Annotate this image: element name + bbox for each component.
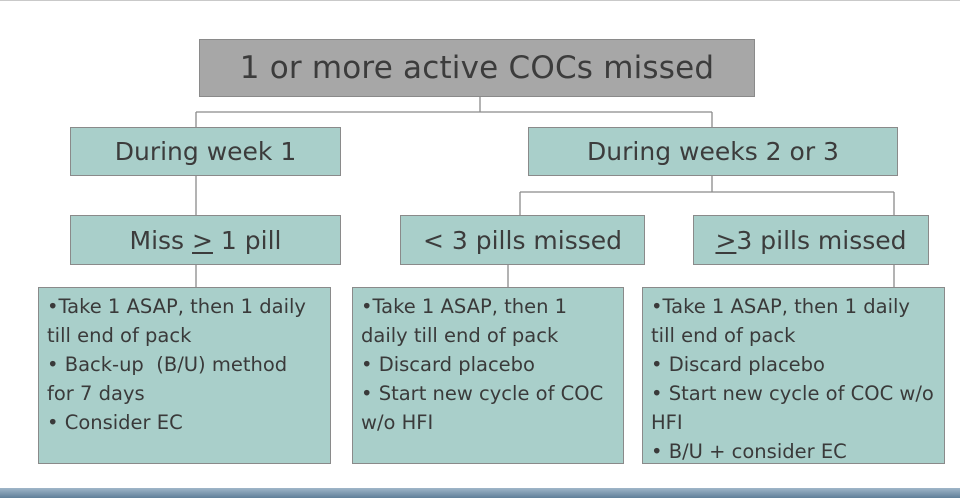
miss-prefix: Miss	[129, 225, 193, 255]
weeks23-label: During weeks 2 or 3	[587, 137, 839, 166]
root-label: 1 or more active COCs missed	[239, 50, 715, 86]
more3-node: >3 pills missed	[693, 215, 929, 265]
miss-node: Miss > 1 pill	[70, 215, 341, 265]
detail-line: • Consider EC	[47, 411, 183, 434]
detail-line: HFI	[651, 411, 683, 434]
miss-suffix: 1 pill	[212, 225, 282, 255]
detail-line: • Start new cycle of COC	[361, 382, 604, 405]
detail-line: • Start new cycle of COC w/o	[651, 382, 934, 405]
weeks23-node: During weeks 2 or 3	[528, 127, 898, 176]
detail-line: •Take 1 ASAP, then 1 daily	[651, 295, 910, 318]
less3-label: < 3 pills missed	[422, 225, 623, 255]
slide-bottom-bar	[0, 488, 960, 498]
week1-detail-box: •Take 1 ASAP, then 1 daily till end of p…	[38, 287, 331, 464]
more3-symbol: >	[715, 225, 737, 255]
week1-node: During week 1	[70, 127, 341, 176]
detail-line: daily till end of pack	[361, 324, 559, 347]
more3-detail-box: •Take 1 ASAP, then 1 daily till end of p…	[642, 287, 945, 464]
more3-suffix: 3 pills missed	[736, 225, 907, 255]
detail-line: w/o HFI	[361, 411, 434, 434]
less3-detail-box: •Take 1 ASAP, then 1 daily till end of p…	[352, 287, 624, 464]
more3-label: >3 pills missed	[715, 226, 906, 255]
less3-node: < 3 pills missed	[400, 215, 645, 265]
miss-symbol: >	[192, 225, 213, 255]
miss-label: Miss > 1 pill	[130, 226, 282, 255]
detail-line: •Take 1 ASAP, then 1	[361, 295, 568, 318]
root-node: 1 or more active COCs missed	[199, 39, 755, 97]
detail-line: • Back-up (B/U) method	[47, 353, 288, 376]
detail-line: •Take 1 ASAP, then 1 daily	[47, 295, 306, 318]
week1-label: During week 1	[114, 137, 297, 166]
detail-line: for 7 days	[47, 382, 145, 405]
detail-line: till end of pack	[651, 324, 796, 347]
detail-line: • B/U + consider EC	[651, 440, 847, 463]
detail-line: • Discard placebo	[651, 353, 825, 376]
detail-line: till end of pack	[47, 324, 192, 347]
detail-line: • Discard placebo	[361, 353, 535, 376]
